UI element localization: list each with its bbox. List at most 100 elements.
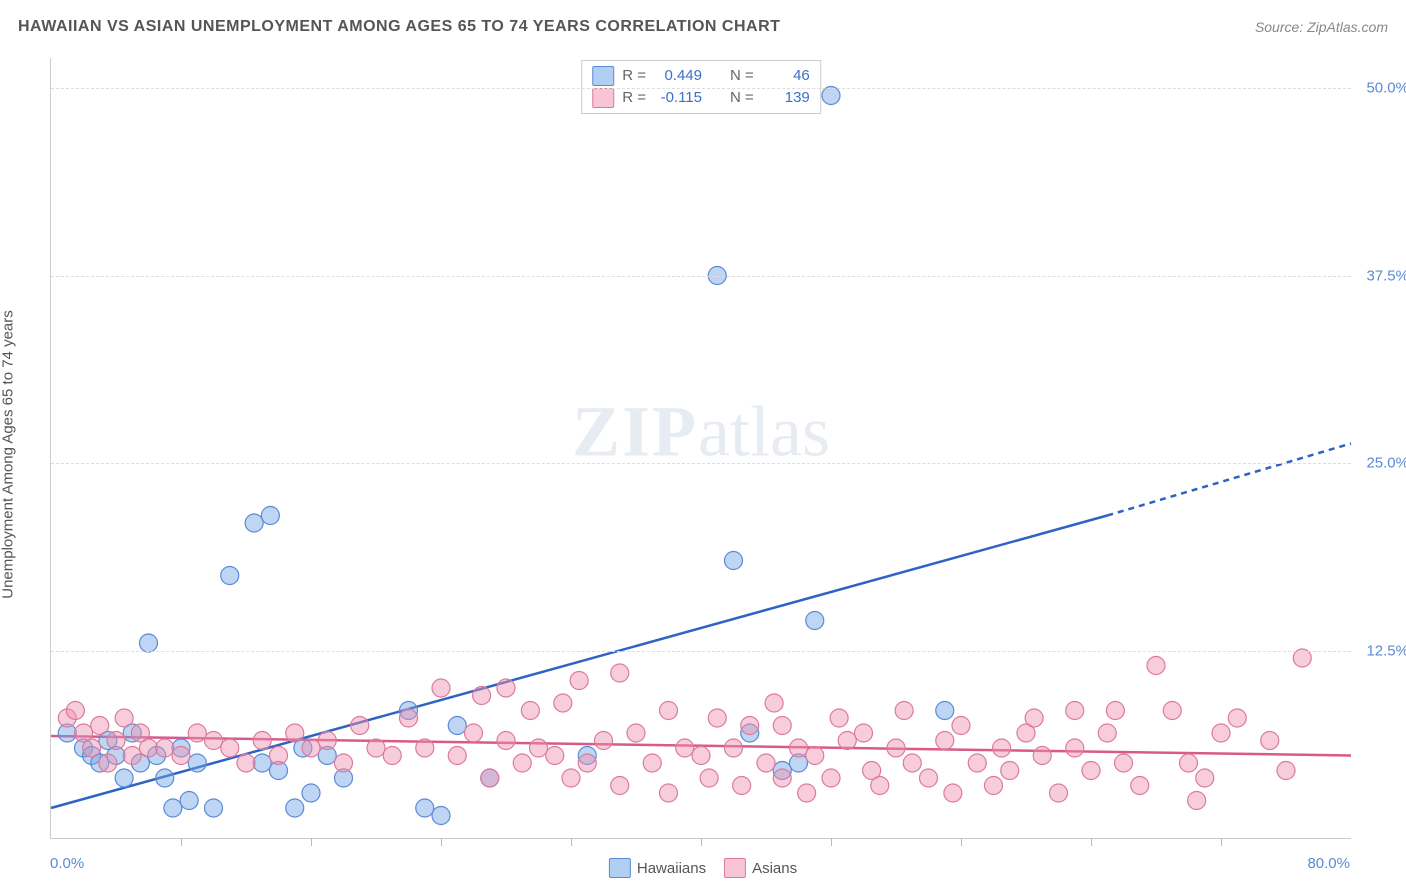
gridline	[51, 276, 1351, 277]
data-point-asians	[773, 717, 791, 735]
data-point-asians	[920, 769, 938, 787]
data-point-hawaiians	[221, 567, 239, 585]
data-point-asians	[708, 709, 726, 727]
data-point-hawaiians	[253, 754, 271, 772]
data-point-asians	[521, 702, 539, 720]
data-point-hawaiians	[936, 702, 954, 720]
y-tick-label: 37.5%	[1366, 267, 1406, 284]
data-point-asians	[156, 739, 174, 757]
data-point-asians	[903, 754, 921, 772]
data-point-asians	[1261, 732, 1279, 750]
data-point-asians	[773, 769, 791, 787]
data-point-asians	[822, 769, 840, 787]
data-point-asians	[765, 694, 783, 712]
data-point-asians	[887, 739, 905, 757]
data-point-asians	[465, 724, 483, 742]
source-credit: Source: ZipAtlas.com	[1255, 19, 1388, 35]
data-point-asians	[140, 739, 158, 757]
data-point-asians	[611, 777, 629, 795]
data-point-asians	[790, 739, 808, 757]
data-point-hawaiians	[115, 769, 133, 787]
data-point-asians	[1277, 762, 1295, 780]
data-point-hawaiians	[164, 799, 182, 817]
data-point-asians	[91, 717, 109, 735]
data-point-asians	[221, 739, 239, 757]
x-tick	[1091, 838, 1092, 846]
data-point-asians	[733, 777, 751, 795]
legend-label-asians: Asians	[752, 860, 797, 877]
data-point-asians	[66, 702, 84, 720]
data-point-asians	[351, 717, 369, 735]
data-point-asians	[1147, 657, 1165, 675]
data-point-asians	[107, 732, 125, 750]
data-point-asians	[1082, 762, 1100, 780]
legend: Hawaiians Asians	[609, 858, 797, 878]
data-point-asians	[115, 709, 133, 727]
data-point-asians	[270, 747, 288, 765]
data-point-asians	[660, 784, 678, 802]
data-point-asians	[838, 732, 856, 750]
data-point-asians	[627, 724, 645, 742]
trend-line-dashed-hawaiians	[1107, 444, 1351, 516]
data-point-asians	[335, 754, 353, 772]
data-point-asians	[895, 702, 913, 720]
data-point-asians	[400, 709, 418, 727]
data-point-hawaiians	[432, 807, 450, 825]
data-point-asians	[968, 754, 986, 772]
data-point-asians	[570, 672, 588, 690]
data-point-asians	[993, 739, 1011, 757]
data-point-asians	[497, 679, 515, 697]
data-point-asians	[432, 679, 450, 697]
data-point-asians	[205, 732, 223, 750]
data-point-asians	[578, 754, 596, 772]
data-point-asians	[302, 739, 320, 757]
data-point-asians	[725, 739, 743, 757]
data-point-asians	[1163, 702, 1181, 720]
data-point-asians	[855, 724, 873, 742]
data-point-asians	[83, 739, 101, 757]
data-point-asians	[741, 717, 759, 735]
data-point-asians	[530, 739, 548, 757]
data-point-hawaiians	[188, 754, 206, 772]
data-point-asians	[944, 784, 962, 802]
x-axis-end-label: 80.0%	[1307, 855, 1350, 872]
data-point-asians	[936, 732, 954, 750]
data-point-hawaiians	[205, 799, 223, 817]
x-tick	[571, 838, 572, 846]
data-point-asians	[798, 784, 816, 802]
legend-item-hawaiians: Hawaiians	[609, 858, 706, 878]
data-point-asians	[172, 747, 190, 765]
data-point-asians	[513, 754, 531, 772]
legend-item-asians: Asians	[724, 858, 797, 878]
data-point-asians	[1212, 724, 1230, 742]
data-point-asians	[383, 747, 401, 765]
y-tick-label: 50.0%	[1366, 80, 1406, 97]
data-point-asians	[546, 747, 564, 765]
data-point-asians	[1115, 754, 1133, 772]
data-point-asians	[1001, 762, 1019, 780]
data-point-asians	[1180, 754, 1198, 772]
data-point-asians	[643, 754, 661, 772]
data-point-hawaiians	[245, 514, 263, 532]
data-point-asians	[700, 769, 718, 787]
data-point-asians	[188, 724, 206, 742]
data-point-asians	[806, 747, 824, 765]
data-point-asians	[985, 777, 1003, 795]
data-point-asians	[286, 724, 304, 742]
data-point-asians	[676, 739, 694, 757]
data-point-asians	[318, 732, 336, 750]
legend-label-hawaiians: Hawaiians	[637, 860, 706, 877]
plot-svg	[51, 58, 1351, 838]
data-point-asians	[497, 732, 515, 750]
data-point-hawaiians	[448, 717, 466, 735]
data-point-asians	[611, 664, 629, 682]
data-point-asians	[1033, 747, 1051, 765]
data-point-asians	[562, 769, 580, 787]
data-point-asians	[1293, 649, 1311, 667]
data-point-asians	[1131, 777, 1149, 795]
y-axis-label: Unemployment Among Ages 65 to 74 years	[0, 310, 17, 599]
data-point-asians	[1066, 702, 1084, 720]
y-tick-label: 12.5%	[1366, 642, 1406, 659]
data-point-asians	[1228, 709, 1246, 727]
data-point-hawaiians	[140, 634, 158, 652]
